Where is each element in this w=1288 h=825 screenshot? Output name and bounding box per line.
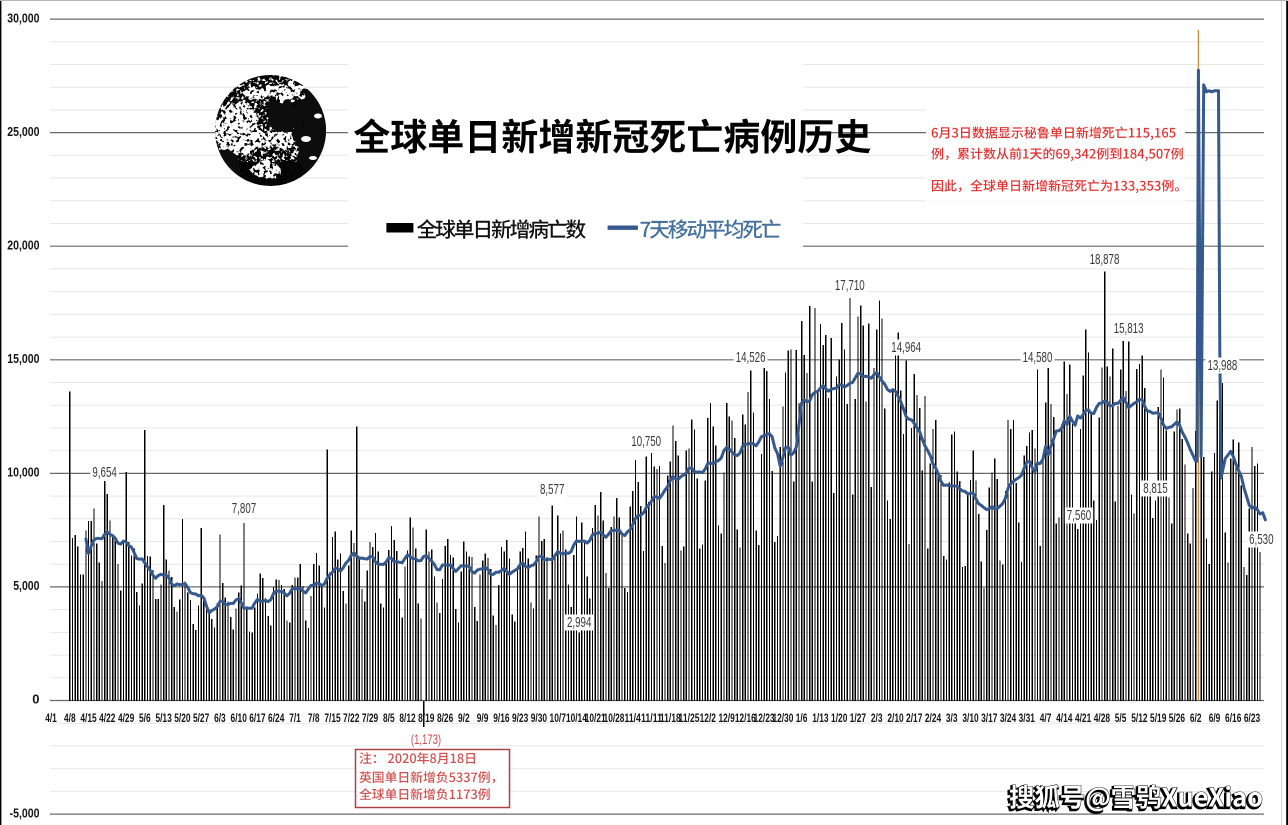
svg-text:5/20: 5/20	[174, 711, 190, 725]
svg-text:15,813: 15,813	[1114, 320, 1144, 337]
svg-text:-5,000: -5,000	[10, 805, 40, 820]
svg-text:5/6: 5/6	[139, 711, 151, 725]
svg-text:4/29: 4/29	[118, 711, 134, 725]
svg-text:7/22: 7/22	[343, 711, 359, 725]
svg-text:6/24: 6/24	[268, 711, 284, 725]
svg-text:9,654: 9,654	[92, 464, 116, 481]
svg-text:20,000: 20,000	[7, 237, 39, 252]
svg-text:12/23: 12/23	[754, 711, 775, 725]
svg-text:8/12: 8/12	[399, 711, 415, 725]
svg-text:4/8: 4/8	[64, 711, 76, 725]
svg-text:18,878: 18,878	[1090, 251, 1120, 268]
svg-text:15,000: 15,000	[7, 351, 39, 366]
svg-text:3/10: 3/10	[962, 711, 978, 725]
svg-text:11/18: 11/18	[660, 711, 681, 725]
svg-text:5/27: 5/27	[193, 711, 209, 725]
svg-text:(1,173): (1,173)	[411, 731, 441, 747]
svg-text:8,577: 8,577	[540, 481, 564, 498]
svg-text:6/16: 6/16	[1225, 711, 1241, 725]
svg-text:7/8: 7/8	[308, 711, 320, 725]
svg-text:8/19: 8/19	[418, 711, 434, 725]
svg-text:6/23: 6/23	[1244, 711, 1260, 725]
svg-text:5,000: 5,000	[13, 578, 39, 593]
svg-text:3/31: 3/31	[1019, 711, 1035, 725]
svg-text:9/23: 9/23	[512, 711, 528, 725]
svg-text:1/6: 1/6	[796, 711, 808, 725]
svg-text:8,815: 8,815	[1143, 480, 1167, 497]
svg-text:2/17: 2/17	[906, 711, 922, 725]
svg-text:4/7: 4/7	[1040, 711, 1052, 725]
svg-text:5/5: 5/5	[1115, 711, 1127, 725]
svg-text:2/3: 2/3	[871, 711, 883, 725]
svg-text:6/3: 6/3	[214, 711, 226, 725]
svg-text:1/27: 1/27	[850, 711, 866, 725]
svg-text:10,750: 10,750	[631, 433, 661, 450]
svg-text:7,560: 7,560	[1067, 507, 1091, 524]
svg-text:4/14: 4/14	[1056, 711, 1072, 725]
svg-text:2/24: 2/24	[925, 711, 941, 725]
svg-text:6/2: 6/2	[1190, 711, 1202, 725]
svg-text:4/15: 4/15	[80, 711, 96, 725]
svg-text:3/3: 3/3	[946, 711, 958, 725]
svg-text:12/2: 12/2	[700, 711, 716, 725]
svg-text:14,526: 14,526	[736, 349, 766, 366]
svg-text:4/28: 4/28	[1094, 711, 1110, 725]
svg-text:17,710: 17,710	[835, 277, 865, 294]
svg-text:5/26: 5/26	[1169, 711, 1185, 725]
svg-text:6/17: 6/17	[249, 711, 265, 725]
svg-text:1/20: 1/20	[831, 711, 847, 725]
svg-text:5/12: 5/12	[1131, 711, 1147, 725]
svg-text:11/4: 11/4	[625, 711, 641, 725]
svg-text:12/30: 12/30	[772, 711, 793, 725]
svg-text:3/17: 3/17	[981, 711, 997, 725]
svg-text:4/1: 4/1	[45, 711, 57, 725]
svg-text:5/19: 5/19	[1150, 711, 1166, 725]
svg-text:12/16: 12/16	[735, 711, 756, 725]
svg-text:12/9: 12/9	[718, 711, 734, 725]
svg-text:30,000: 30,000	[7, 10, 39, 25]
svg-text:9/2: 9/2	[458, 711, 470, 725]
svg-text:6/10: 6/10	[231, 711, 247, 725]
svg-text:9/30: 9/30	[531, 711, 547, 725]
svg-text:2/10: 2/10	[887, 711, 903, 725]
svg-text:10/14: 10/14	[566, 711, 587, 725]
svg-text:8/5: 8/5	[383, 711, 395, 725]
svg-text:11/25: 11/25	[679, 711, 700, 725]
svg-text:7/1: 7/1	[289, 711, 301, 725]
svg-text:3/24: 3/24	[1000, 711, 1016, 725]
svg-text:0: 0	[32, 692, 39, 707]
svg-text:6,530: 6,530	[1249, 531, 1273, 548]
svg-text:6/9: 6/9	[1209, 711, 1221, 725]
svg-text:10/28: 10/28	[604, 711, 625, 725]
svg-text:9/9: 9/9	[477, 711, 489, 725]
svg-text:5/13: 5/13	[155, 711, 171, 725]
svg-text:4/22: 4/22	[99, 711, 115, 725]
svg-text:14,580: 14,580	[1023, 349, 1053, 366]
svg-text:10,000: 10,000	[7, 465, 39, 480]
svg-text:10/7: 10/7	[550, 711, 566, 725]
svg-text:1/13: 1/13	[812, 711, 828, 725]
svg-text:25,000: 25,000	[7, 124, 39, 139]
svg-text:10/21: 10/21	[585, 711, 606, 725]
svg-text:14,964: 14,964	[891, 339, 921, 356]
svg-text:4/21: 4/21	[1075, 711, 1091, 725]
svg-text:11/11: 11/11	[641, 711, 662, 725]
svg-text:13,988: 13,988	[1208, 357, 1238, 374]
svg-text:2,994: 2,994	[567, 614, 591, 631]
svg-text:8/26: 8/26	[437, 711, 453, 725]
svg-text:7/15: 7/15	[324, 711, 340, 725]
svg-text:9/16: 9/16	[493, 711, 509, 725]
svg-text:7,807: 7,807	[232, 500, 256, 517]
svg-text:7/29: 7/29	[362, 711, 378, 725]
